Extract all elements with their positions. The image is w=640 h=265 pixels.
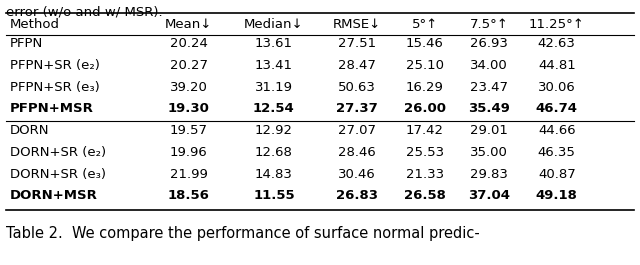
- Text: 34.00: 34.00: [470, 59, 508, 72]
- Text: 27.07: 27.07: [338, 124, 376, 137]
- Text: 5°↑: 5°↑: [412, 18, 438, 31]
- Text: 28.46: 28.46: [339, 146, 376, 159]
- Text: 23.47: 23.47: [470, 81, 508, 94]
- Text: 26.83: 26.83: [336, 189, 378, 202]
- Text: 20.24: 20.24: [170, 37, 208, 50]
- Text: 27.51: 27.51: [338, 37, 376, 50]
- Text: PFPN: PFPN: [10, 37, 43, 50]
- Text: 31.19: 31.19: [255, 81, 293, 94]
- Text: 12.54: 12.54: [253, 103, 295, 116]
- Text: 14.83: 14.83: [255, 168, 293, 181]
- Text: 12.68: 12.68: [255, 146, 293, 159]
- Text: 11.25°↑: 11.25°↑: [529, 18, 585, 31]
- Text: DORN+MSR: DORN+MSR: [10, 189, 97, 202]
- Text: 19.57: 19.57: [170, 124, 208, 137]
- Text: 35.00: 35.00: [470, 146, 508, 159]
- Text: 46.35: 46.35: [538, 146, 576, 159]
- Text: Median↓: Median↓: [244, 18, 304, 31]
- Text: 29.01: 29.01: [470, 124, 508, 137]
- Text: Table 2.  We compare the performance of surface normal predic-: Table 2. We compare the performance of s…: [6, 226, 480, 241]
- Text: PFPN+SR (e₃): PFPN+SR (e₃): [10, 81, 99, 94]
- Text: 44.66: 44.66: [538, 124, 575, 137]
- Text: 19.96: 19.96: [170, 146, 207, 159]
- Text: 20.27: 20.27: [170, 59, 208, 72]
- Text: 16.29: 16.29: [406, 81, 444, 94]
- Text: 12.92: 12.92: [255, 124, 293, 137]
- Text: 7.5°↑: 7.5°↑: [470, 18, 508, 31]
- Text: 17.42: 17.42: [406, 124, 444, 137]
- Text: 13.61: 13.61: [255, 37, 293, 50]
- Text: 40.87: 40.87: [538, 168, 575, 181]
- Text: PFPN+SR (e₂): PFPN+SR (e₂): [10, 59, 99, 72]
- Text: 21.33: 21.33: [406, 168, 444, 181]
- Text: DORN+SR (e₂): DORN+SR (e₂): [10, 146, 106, 159]
- Text: 15.46: 15.46: [406, 37, 444, 50]
- Text: 42.63: 42.63: [538, 37, 576, 50]
- Text: 26.93: 26.93: [470, 37, 508, 50]
- Text: 50.63: 50.63: [338, 81, 376, 94]
- Text: DORN: DORN: [10, 124, 49, 137]
- Text: 26.58: 26.58: [404, 189, 446, 202]
- Text: RMSE↓: RMSE↓: [333, 18, 381, 31]
- Text: 35.49: 35.49: [468, 103, 510, 116]
- Text: 25.10: 25.10: [406, 59, 444, 72]
- Text: 49.18: 49.18: [536, 189, 578, 202]
- Text: 27.37: 27.37: [336, 103, 378, 116]
- Text: error (w/o and w/ MSR).: error (w/o and w/ MSR).: [6, 5, 163, 18]
- Text: 11.55: 11.55: [253, 189, 295, 202]
- Text: Mean↓: Mean↓: [165, 18, 212, 31]
- Text: 30.06: 30.06: [538, 81, 575, 94]
- Text: 46.74: 46.74: [536, 103, 578, 116]
- Text: 44.81: 44.81: [538, 59, 575, 72]
- Text: 21.99: 21.99: [170, 168, 208, 181]
- Text: DORN+SR (e₃): DORN+SR (e₃): [10, 168, 106, 181]
- Text: Method: Method: [10, 18, 60, 31]
- Text: 18.56: 18.56: [168, 189, 210, 202]
- Text: 26.00: 26.00: [404, 103, 446, 116]
- Text: 13.41: 13.41: [255, 59, 293, 72]
- Text: 39.20: 39.20: [170, 81, 208, 94]
- Text: 28.47: 28.47: [338, 59, 376, 72]
- Text: 29.83: 29.83: [470, 168, 508, 181]
- Text: 19.30: 19.30: [168, 103, 210, 116]
- Text: 30.46: 30.46: [339, 168, 376, 181]
- Text: 37.04: 37.04: [468, 189, 510, 202]
- Text: 25.53: 25.53: [406, 146, 444, 159]
- Text: PFPN+MSR: PFPN+MSR: [10, 103, 93, 116]
